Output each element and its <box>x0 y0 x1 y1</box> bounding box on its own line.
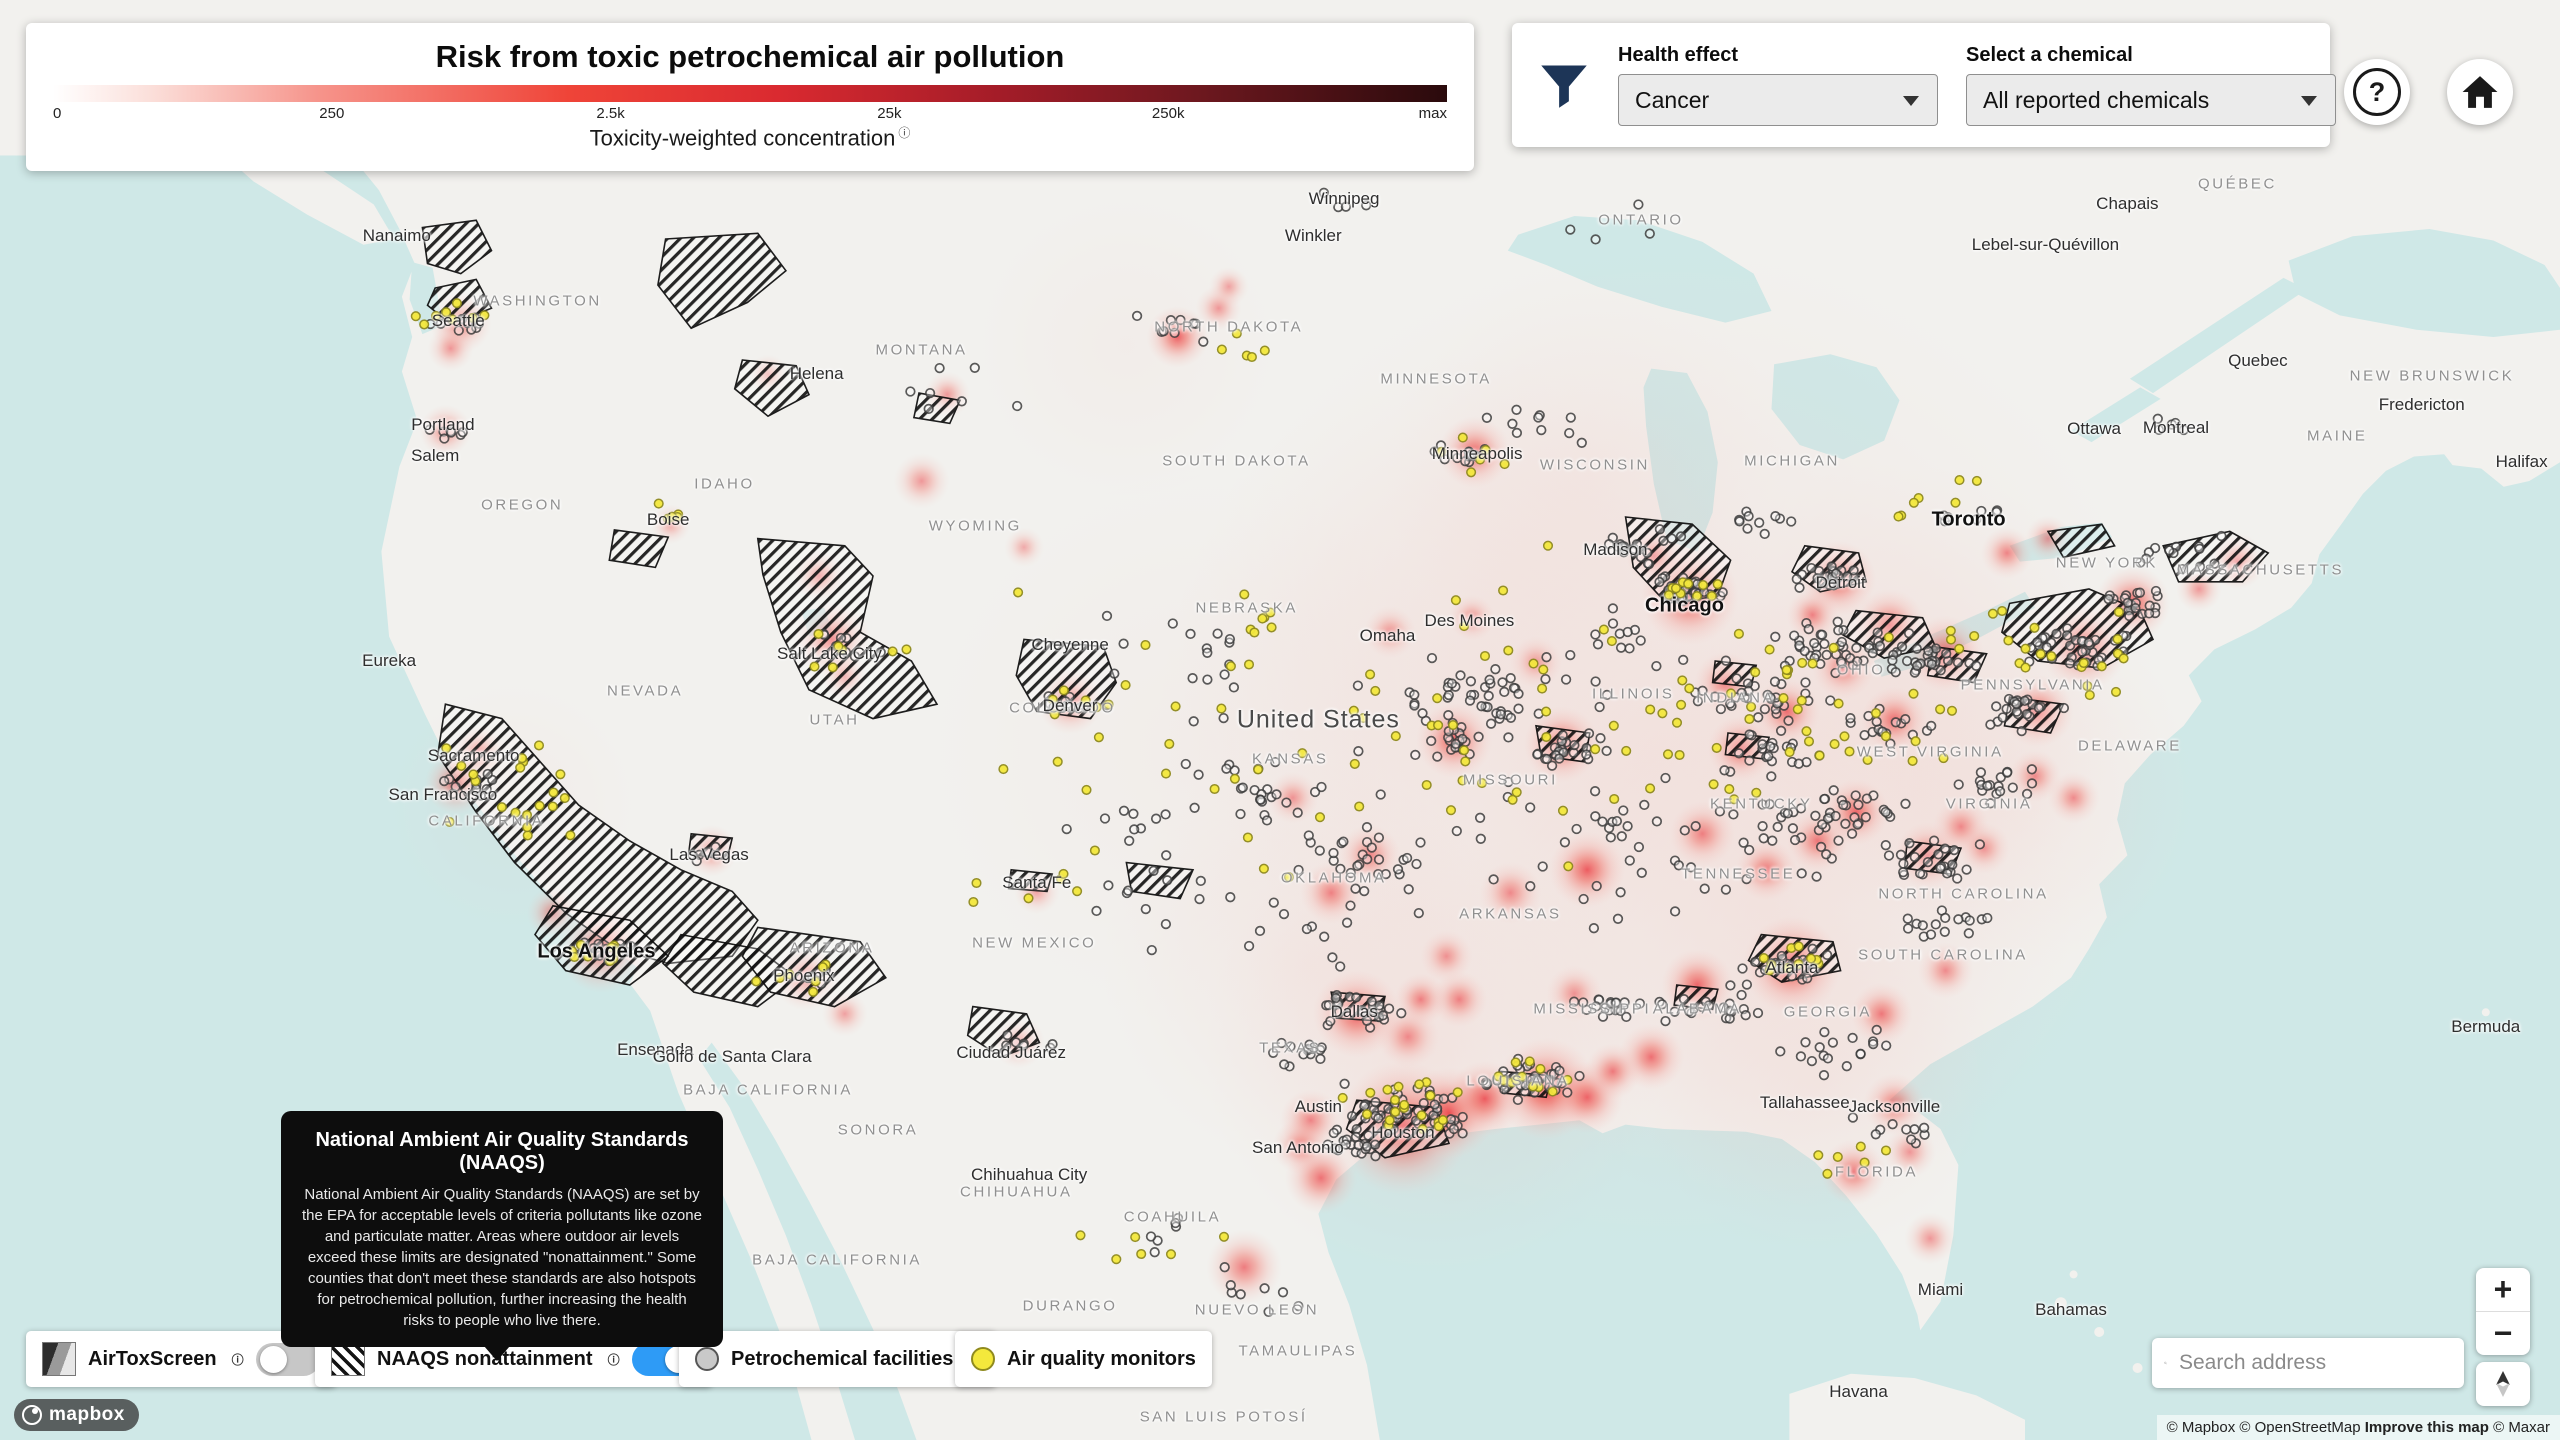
zoom-out-button[interactable]: − <box>2493 1315 2513 1351</box>
search-input[interactable] <box>2177 1350 2452 1376</box>
help-button[interactable]: ? <box>2344 59 2410 125</box>
question-mark-icon: ? <box>2353 68 2401 116</box>
chemical-select[interactable]: All reported chemicals <box>1966 74 2336 126</box>
info-icon[interactable]: ⓘ <box>607 1352 620 1367</box>
facility-dot-icon <box>695 1347 719 1371</box>
info-icon[interactable]: ⓘ <box>898 126 911 140</box>
scale-caption: Toxicity-weighted concentration ⓘ <box>589 125 911 151</box>
address-search <box>2152 1338 2464 1388</box>
mapbox-logo-mark <box>22 1405 42 1425</box>
compass-button[interactable] <box>2476 1362 2530 1406</box>
airtoxscreen-label: AirToxScreen <box>88 1347 217 1370</box>
health-effect-field: Health effect Cancer <box>1618 44 1938 126</box>
tick-250k: 250k <box>1151 105 1185 122</box>
attr-mapbox[interactable]: © Mapbox <box>2166 1419 2236 1436</box>
tick-max: max <box>1418 105 1447 122</box>
tick-250: 250 <box>319 105 345 122</box>
chemical-field: Select a chemical All reported chemicals <box>1966 44 2336 126</box>
map-attribution: © Mapbox © OpenStreetMap Improve this ma… <box>2156 1415 2560 1440</box>
toggle-knob <box>259 1345 287 1373</box>
layer-control-monitors: Air quality monitors <box>955 1331 1212 1387</box>
zoom-controls: + − <box>2476 1268 2530 1355</box>
compass-needle-icon <box>2496 1371 2510 1397</box>
color-gradient-bar <box>53 85 1447 102</box>
petrochemical-facilities-layer[interactable] <box>424 187 2227 1317</box>
mapbox-logo-text: mapbox <box>49 1404 125 1425</box>
zoom-in-button[interactable]: + <box>2476 1268 2530 1312</box>
tick-25k: 25k <box>877 105 902 122</box>
layer-control-facilities: Petrochemical facilities ⓘ <box>679 1331 997 1387</box>
filter-funnel-icon <box>1541 65 1587 108</box>
search-icon <box>2164 1361 2167 1365</box>
naaqs-hatch-swatch-icon <box>331 1342 365 1376</box>
chemical-label: Select a chemical <box>1966 44 2133 66</box>
tooltip-title: National Ambient Air Quality Standards (… <box>315 1129 689 1174</box>
color-scale: 0 250 2.5k 25k 250k max <box>53 85 1447 124</box>
home-icon <box>2462 76 2498 108</box>
scale-ticks: 0 250 2.5k 25k 250k max <box>53 102 1447 124</box>
airtoxscreen-swatch-icon <box>42 1342 76 1376</box>
tick-2-5k: 2.5k <box>596 105 625 122</box>
tooltip-arrow <box>484 1346 511 1361</box>
tick-0: 0 <box>53 105 62 122</box>
monitor-dot-icon <box>971 1347 995 1371</box>
page-title: Risk from toxic petrochemical air pollut… <box>435 39 1065 74</box>
info-icon[interactable]: ⓘ <box>231 1352 244 1367</box>
home-button[interactable] <box>2447 59 2513 125</box>
airtoxscreen-toggle[interactable] <box>255 1342 320 1376</box>
tooltip-body: National Ambient Air Quality Standards (… <box>302 1186 702 1329</box>
health-effect-label: Health effect <box>1618 44 1739 66</box>
mapbox-logo[interactable]: mapbox <box>14 1399 139 1431</box>
facilities-label: Petrochemical facilities <box>731 1347 954 1370</box>
naaqs-tooltip: National Ambient Air Quality Standards (… <box>281 1111 723 1361</box>
attr-improve-link[interactable]: Improve this map <box>2364 1419 2489 1436</box>
monitors-label: Air quality monitors <box>1007 1347 1196 1370</box>
attr-osm[interactable]: © OpenStreetMap <box>2239 1419 2361 1436</box>
attr-maxar[interactable]: © Maxar <box>2493 1419 2550 1436</box>
filter-panel: Health effect Cancer Select a chemical A… <box>1512 23 2336 147</box>
risk-legend-panel: Risk from toxic petrochemical air pollut… <box>26 23 1474 171</box>
health-effect-select[interactable]: Cancer <box>1618 74 1938 126</box>
air-quality-monitors-layer[interactable] <box>410 298 2129 1265</box>
